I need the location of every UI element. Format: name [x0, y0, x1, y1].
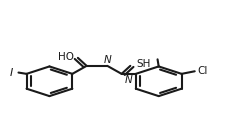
Text: SH: SH: [136, 59, 150, 68]
Text: Cl: Cl: [197, 66, 207, 76]
Text: HO: HO: [58, 52, 74, 62]
Text: N: N: [104, 55, 111, 65]
Text: I: I: [10, 68, 13, 78]
Text: N: N: [124, 75, 131, 85]
